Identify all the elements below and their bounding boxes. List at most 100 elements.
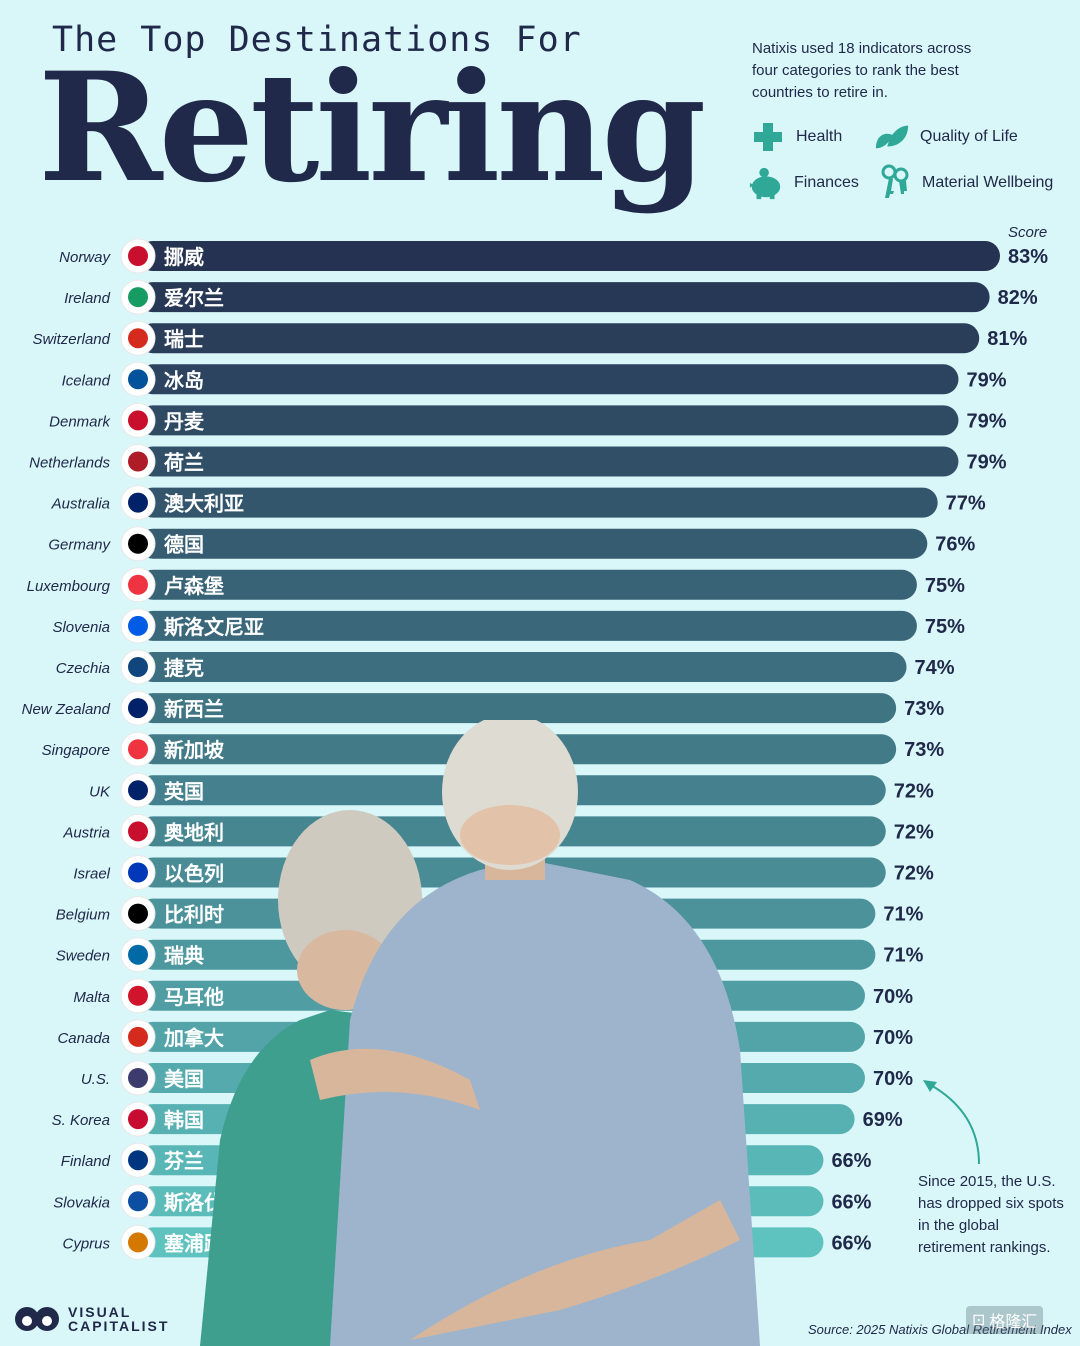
data-label: 72% [894,863,934,885]
legend-quality-of-life: Quality of Life [874,119,1018,155]
country-label-zh: 冰岛 [164,368,204,392]
retired-couple-photo [200,720,760,1346]
watermark-text: 格隆汇 [989,1314,1038,1331]
flag-icon [120,320,156,356]
bar [138,323,980,354]
country-label: Finland [61,1153,111,1170]
country-label: Netherlands [29,455,110,472]
legend-health: Health [750,119,842,155]
legend-material-wellbeing-label: Material Wellbeing [922,174,1054,191]
bar [138,652,907,682]
source-note: Source: 2025 Natixis Global Retirement I… [808,1322,1072,1337]
legend-finances: Finances [748,165,859,201]
country-label-zh: 比利时 [164,903,224,927]
data-label: 70% [873,1027,913,1049]
country-label-zh: 捷克 [164,656,204,680]
watermark: ⊡ 格隆汇 [966,1306,1044,1334]
country-label-zh: 挪威 [164,245,204,269]
country-label: Germany [48,537,111,554]
bar [138,405,959,436]
country-label: Singapore [42,742,110,759]
country-label-zh: 爱尔兰 [164,286,224,310]
country-label-zh: 马耳他 [164,985,224,1009]
country-label-zh: 瑞士 [164,327,204,351]
health-cross-icon [750,119,786,155]
visual-capitalist-logo-icon [15,1307,59,1331]
flag-icon [120,526,156,562]
country-label: UK [89,783,111,800]
chart-subtitle: The Top Destinations For [52,20,582,60]
country-label-zh: 奥地利 [164,820,224,844]
country-label-zh: 卢森堡 [164,574,224,598]
brand-line2: CAPITALIST [68,1318,170,1334]
flag-icon [120,1183,156,1219]
data-label: 75% [925,616,965,638]
country-label: Ireland [64,290,111,307]
data-label: 76% [935,534,975,556]
data-label: 72% [894,780,934,802]
bar [138,282,990,313]
country-label: Slovenia [52,619,110,636]
bar [138,528,928,559]
country-label: Norway [59,249,111,266]
country-label-zh: 英国 [164,779,204,803]
country-label: Israel [73,866,110,883]
country-label: S. Korea [52,1112,110,1129]
data-label: 69% [863,1109,903,1131]
flag-icon [120,402,156,438]
flag-icon [120,813,156,849]
country-label: Cyprus [62,1235,110,1252]
data-label: 73% [904,698,944,720]
country-label: Belgium [56,907,110,924]
flag-icon [120,1101,156,1137]
bar [138,610,917,641]
data-label: 70% [873,1068,913,1090]
flag-icon [120,855,156,890]
data-label: 71% [883,945,923,967]
country-label-zh: 加拿大 [163,1026,224,1050]
data-label: 79% [966,452,1006,474]
country-label-zh: 韩国 [164,1108,204,1132]
flag-icon [120,444,156,479]
country-label: New Zealand [22,701,111,718]
flag-icon [120,731,156,767]
leaf-icon [874,119,910,155]
country-label-zh: 澳大利亚 [164,492,244,516]
intro-text: Natixis used 18 indicators across four c… [752,40,972,101]
bar [138,241,1000,271]
data-label: 66% [831,1191,871,1213]
country-label-zh: 斯洛文尼亚 [164,615,264,639]
legend-quality-of-life-label: Quality of Life [920,128,1018,145]
data-label: 81% [987,328,1027,350]
data-label: 74% [915,657,955,679]
keys-icon [876,164,912,201]
country-label: Luxembourg [27,578,111,595]
legend-health-label: Health [796,128,843,145]
flag-icon [120,1142,156,1178]
flag-icon [120,937,156,973]
country-label-zh: 以色列 [164,862,224,886]
bar [138,569,917,600]
data-label: 72% [894,821,934,843]
country-label: Denmark [49,413,111,430]
data-label: 75% [925,575,965,597]
country-label-zh: 荷兰 [164,451,204,475]
bar [138,364,959,395]
country-label-zh: 新西兰 [164,697,224,721]
bar [138,693,897,724]
country-label-zh: 新加坡 [164,738,225,762]
data-label: 66% [831,1150,871,1172]
flag-icon [120,567,156,603]
chart-title: Retiring [38,40,706,216]
data-label: 73% [904,739,944,761]
flag-icon [120,1019,156,1055]
flag-icon [120,1060,156,1096]
country-label-zh: 丹麦 [164,409,205,433]
brand-logo: VISUAL CAPITALIST [14,1302,169,1336]
bar [138,487,938,518]
flag-icon [120,238,156,274]
annotation-arrow [923,1080,980,1165]
flag-icon [120,1224,156,1260]
country-label-zh: 芬兰 [164,1149,204,1173]
piggy-bank-icon [748,165,784,201]
